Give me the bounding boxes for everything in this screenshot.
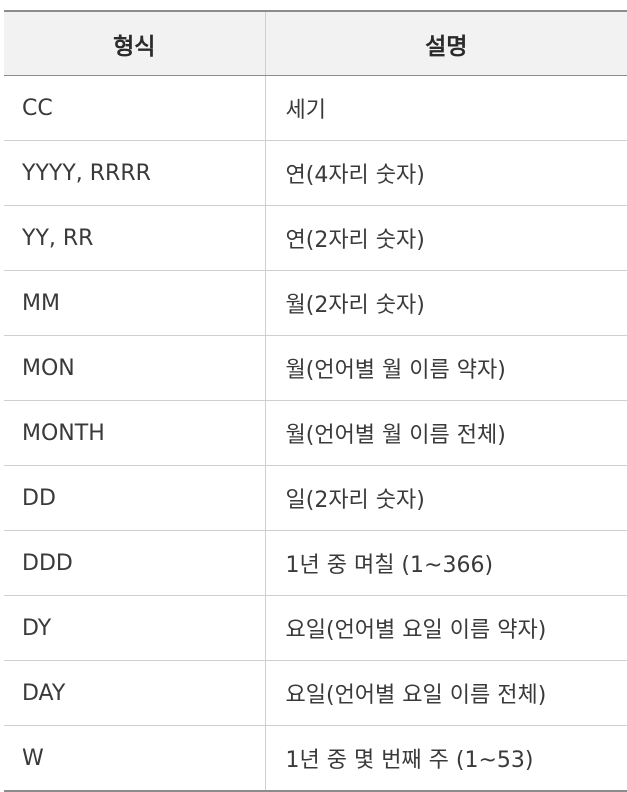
date-format-table-container: 형식 설명 CC 세기 YYYY, RRRR 연(4자리 숫자) YY, RR … — [4, 10, 627, 792]
table-row: DDD 1년 중 며칠 (1~366) — [4, 530, 627, 596]
table-row: CC 세기 — [4, 75, 627, 141]
format-cell: MM — [4, 270, 266, 336]
table-body: CC 세기 YYYY, RRRR 연(4자리 숫자) YY, RR 연(2자리 … — [4, 75, 627, 792]
description-cell: 월(언어별 월 이름 약자) — [265, 335, 627, 401]
date-format-table: 형식 설명 CC 세기 YYYY, RRRR 연(4자리 숫자) YY, RR … — [4, 10, 627, 792]
description-cell: 연(4자리 숫자) — [265, 140, 627, 206]
description-cell: 1년 중 몇 번째 주 (1~53) — [265, 725, 627, 792]
table-row: DD 일(2자리 숫자) — [4, 465, 627, 531]
format-cell: DAY — [4, 660, 266, 726]
description-cell: 월(언어별 월 이름 전체) — [265, 400, 627, 466]
table-row: DAY 요일(언어별 요일 이름 전체) — [4, 660, 627, 726]
table-header: 형식 설명 — [4, 10, 627, 76]
description-cell: 요일(언어별 요일 이름 약자) — [265, 595, 627, 661]
description-cell: 세기 — [265, 75, 627, 141]
table-row: MONTH 월(언어별 월 이름 전체) — [4, 400, 627, 466]
format-cell: DY — [4, 595, 266, 661]
format-cell: W — [4, 725, 266, 792]
header-description: 설명 — [265, 10, 627, 76]
format-cell: YYYY, RRRR — [4, 140, 266, 206]
format-cell: CC — [4, 75, 266, 141]
format-cell: MONTH — [4, 400, 266, 466]
table-row: YYYY, RRRR 연(4자리 숫자) — [4, 140, 627, 206]
format-cell: DDD — [4, 530, 266, 596]
description-cell: 연(2자리 숫자) — [265, 205, 627, 271]
description-cell: 일(2자리 숫자) — [265, 465, 627, 531]
format-cell: YY, RR — [4, 205, 266, 271]
description-cell: 월(2자리 숫자) — [265, 270, 627, 336]
table-row: DY 요일(언어별 요일 이름 약자) — [4, 595, 627, 661]
format-cell: MON — [4, 335, 266, 401]
description-cell: 요일(언어별 요일 이름 전체) — [265, 660, 627, 726]
header-row: 형식 설명 — [4, 10, 627, 76]
table-row: MM 월(2자리 숫자) — [4, 270, 627, 336]
header-format: 형식 — [4, 10, 266, 76]
table-row: W 1년 중 몇 번째 주 (1~53) — [4, 725, 627, 792]
table-row: MON 월(언어별 월 이름 약자) — [4, 335, 627, 401]
description-cell: 1년 중 며칠 (1~366) — [265, 530, 627, 596]
table-row: YY, RR 연(2자리 숫자) — [4, 205, 627, 271]
format-cell: DD — [4, 465, 266, 531]
